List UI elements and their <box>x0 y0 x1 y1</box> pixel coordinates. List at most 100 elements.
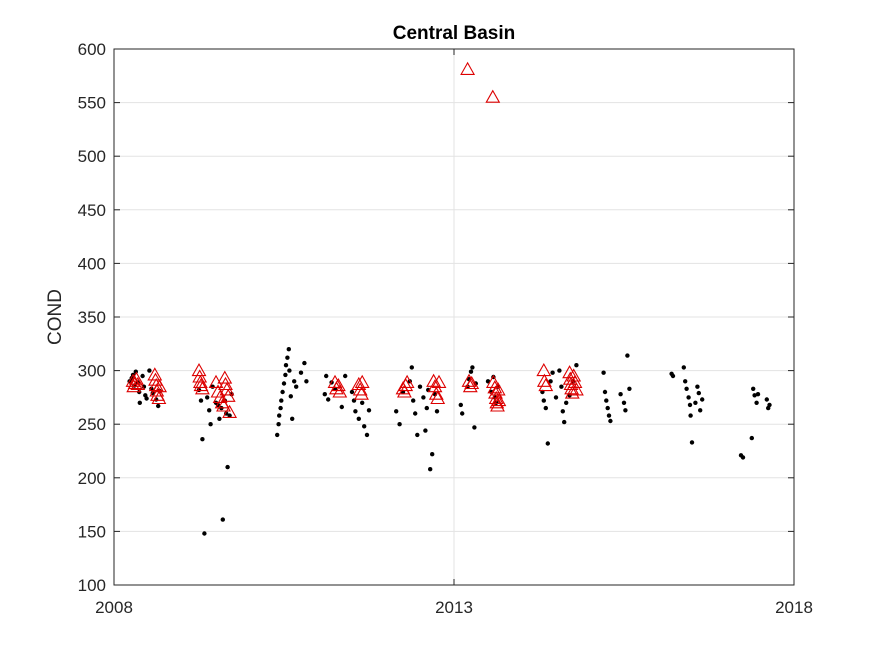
data-point-dot <box>362 424 367 429</box>
data-point-dot <box>460 411 465 416</box>
data-point-dot <box>605 405 610 411</box>
data-point-dot <box>277 413 282 418</box>
data-point-dot <box>200 437 205 442</box>
y-tick-label: 300 <box>78 362 106 381</box>
data-point-dot <box>411 398 416 403</box>
data-point-dot <box>364 432 370 438</box>
data-point-dot <box>217 416 222 421</box>
data-point-dot <box>470 365 475 370</box>
data-point-triangle <box>212 389 228 403</box>
data-point-dot <box>423 428 428 433</box>
data-point-triangle <box>352 382 368 396</box>
data-point-dot <box>695 384 700 389</box>
x-tick-label: 2018 <box>775 598 813 617</box>
data-point-dot <box>280 389 285 395</box>
data-point-dot <box>564 400 569 405</box>
data-point-dot <box>428 467 433 472</box>
data-point-dot <box>205 395 210 400</box>
data-point-dot <box>394 409 399 414</box>
data-point-dot <box>326 397 331 402</box>
chart-title: Central Basin <box>393 23 515 44</box>
data-point-triangle <box>330 377 346 392</box>
data-point-triangle <box>564 381 580 395</box>
data-point-dot <box>413 411 418 416</box>
data-point-dot <box>689 440 695 445</box>
data-point-dot <box>366 408 372 413</box>
data-point-triangle <box>464 375 480 390</box>
data-point-dot <box>458 402 463 408</box>
data-point-dot <box>417 384 423 389</box>
data-point-triangle <box>460 61 476 75</box>
data-point-dot <box>683 379 688 384</box>
data-point-dot <box>468 369 474 374</box>
data-point-triangle <box>489 395 505 409</box>
data-point-dot <box>207 408 212 413</box>
data-point-triangle <box>487 380 503 394</box>
data-point-dot <box>322 392 327 397</box>
data-point-dot <box>304 379 309 384</box>
y-tick-label: 150 <box>78 522 106 541</box>
y-tick-label: 400 <box>78 254 106 273</box>
y-tick-label: 500 <box>78 147 106 166</box>
data-point-triangle <box>192 374 208 388</box>
data-point-dot <box>698 408 703 413</box>
data-point-dot <box>434 409 440 414</box>
data-point-dot <box>574 363 579 368</box>
data-point-dot <box>421 395 426 400</box>
data-point-triangle <box>485 89 501 103</box>
data-point-dot <box>686 395 691 400</box>
data-point-triangle <box>219 382 235 396</box>
data-point-dot <box>681 365 686 370</box>
data-point-triangle <box>354 374 370 388</box>
data-point-dot <box>288 394 293 399</box>
data-point-dot <box>287 368 292 373</box>
data-point-triangle <box>431 374 447 388</box>
data-point-dot <box>548 379 553 384</box>
data-point-dot <box>147 368 152 373</box>
y-tick-label: 350 <box>78 308 106 327</box>
data-point-triangle <box>127 375 143 390</box>
data-point-dot <box>144 396 149 401</box>
data-point-triangle <box>147 367 163 381</box>
data-point-triangle <box>461 373 477 387</box>
data-point-triangle <box>351 376 367 391</box>
data-point-dot <box>752 393 757 398</box>
data-point-triangle <box>485 374 501 388</box>
axis-ticks <box>113 48 795 586</box>
data-point-dot <box>764 397 769 402</box>
data-point-dot <box>550 370 555 375</box>
data-point-dot <box>360 400 365 405</box>
data-point-dot <box>279 398 284 403</box>
data-point-triangle <box>218 376 233 391</box>
data-point-dot <box>397 422 402 427</box>
data-point-dot <box>684 386 689 391</box>
data-point-dot <box>286 347 291 352</box>
data-point-dot <box>541 398 546 403</box>
data-point-dot <box>409 365 414 370</box>
data-point-dot <box>621 400 627 405</box>
data-point-triangle <box>568 382 584 396</box>
data-point-dot <box>290 416 295 421</box>
data-point-dot <box>602 389 608 395</box>
data-point-triangle <box>488 390 504 405</box>
data-point-dot <box>557 368 562 373</box>
data-point-triangle <box>536 373 552 387</box>
data-point-dot <box>755 392 761 397</box>
data-point-dot <box>156 403 161 409</box>
axis-tick-labels: 100 150 200 250 300 350 400 450 500 550 600 2008 201… <box>78 40 813 617</box>
data-point-dot <box>424 405 429 411</box>
data-point-triangle <box>399 374 415 388</box>
data-point-dot <box>343 373 348 379</box>
data-point-triangle <box>396 384 412 398</box>
data-point-triangle <box>151 390 167 405</box>
data-point-dot <box>608 418 613 424</box>
data-point-dot <box>278 405 283 411</box>
data-point-dot <box>751 386 756 391</box>
data-point-dot <box>220 517 225 522</box>
data-point-dot <box>225 464 230 470</box>
data-point-triangle <box>332 384 348 398</box>
data-point-triangle <box>191 362 207 377</box>
data-point-triangle <box>567 374 583 388</box>
x-tick-label: 2013 <box>435 598 473 617</box>
data-point-dot <box>700 397 705 402</box>
